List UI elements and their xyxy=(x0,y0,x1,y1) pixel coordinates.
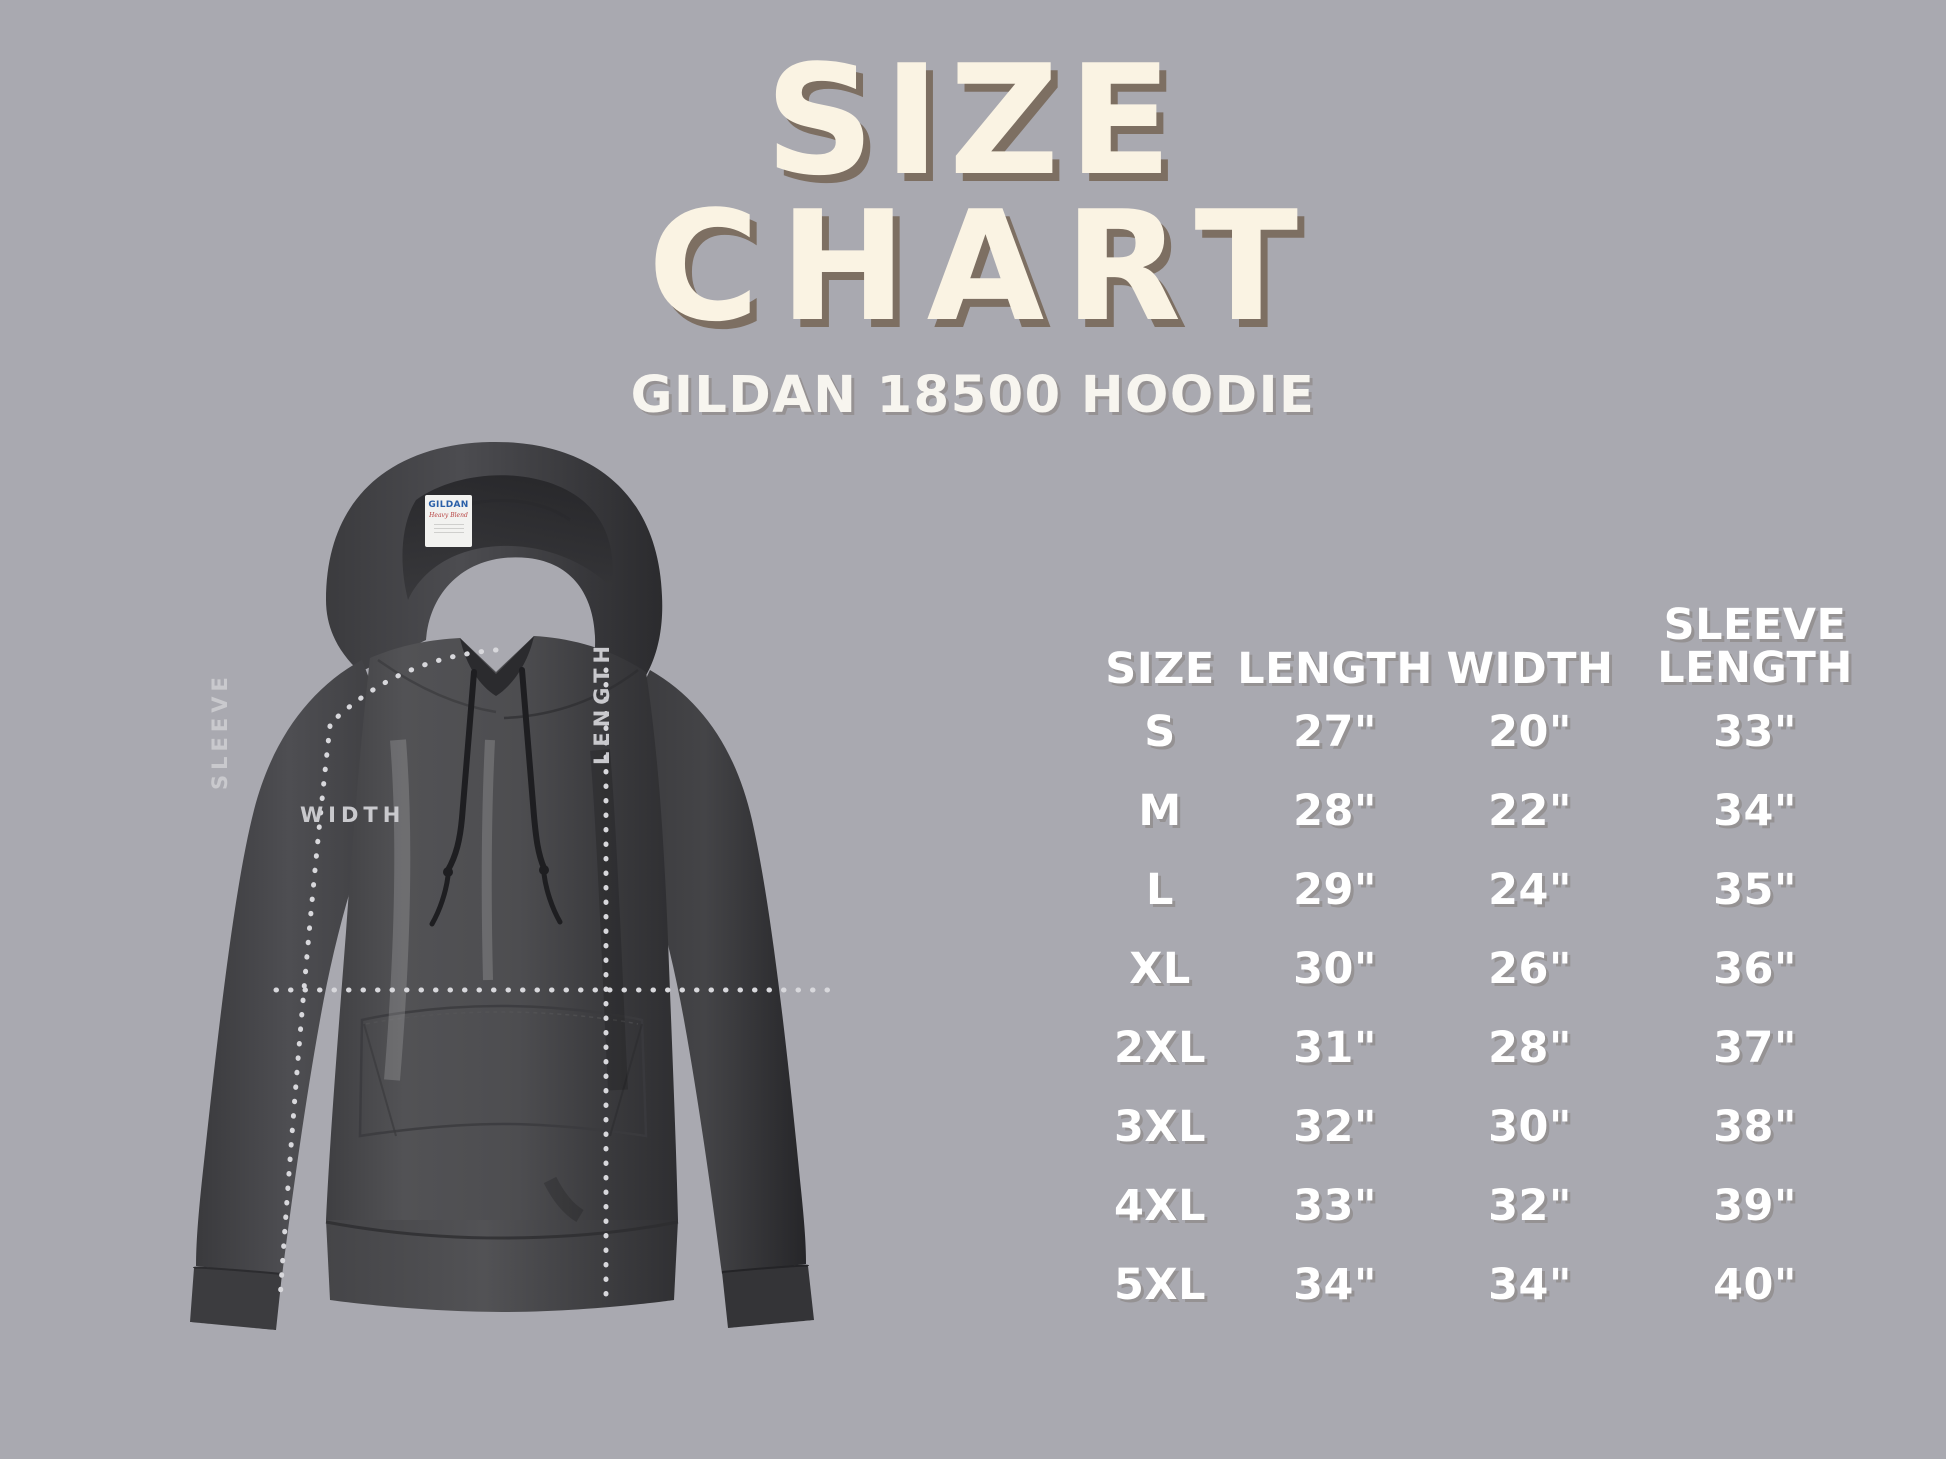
neckline xyxy=(460,636,534,696)
cell-width: 20" xyxy=(1488,706,1572,757)
cell-width: 32" xyxy=(1488,1180,1572,1231)
cell-width: 34" xyxy=(1488,1259,1572,1310)
cell-size: 3XL xyxy=(1114,1101,1206,1152)
cell-sleeve: 34" xyxy=(1713,785,1797,836)
cell-sleeve: 40" xyxy=(1713,1259,1797,1310)
cell-width: 22" xyxy=(1488,785,1572,836)
column-header-sleeve-line1: SLEEVE xyxy=(1663,600,1847,650)
cell-length: 28" xyxy=(1293,785,1377,836)
hood-shape xyxy=(326,441,663,682)
gildan-neck-label: GILDAN Heavy Blend xyxy=(425,495,472,547)
column-header-length: LENGTH xyxy=(1237,643,1433,694)
cell-sleeve: 38" xyxy=(1713,1101,1797,1152)
right-cuff-seam xyxy=(721,1264,809,1273)
cell-length: 34" xyxy=(1293,1259,1377,1310)
page-title-line1: SIZE xyxy=(764,32,1182,209)
table-row: 5XL 34" 34" 40" xyxy=(1085,1245,1885,1324)
column-header-width: WIDTH xyxy=(1446,643,1614,694)
page-subtitle: GILDAN 18500 HOODIE xyxy=(630,365,1316,425)
cell-size: 2XL xyxy=(1114,1022,1206,1073)
measurement-guides xyxy=(273,647,833,1303)
cell-size: M xyxy=(1138,785,1182,836)
pocket-topstitch xyxy=(365,1011,639,1025)
fabric-folds xyxy=(384,739,628,1223)
cell-size: 5XL xyxy=(1114,1259,1206,1310)
column-header-sleeve-length: SLEEVE LENGTH xyxy=(1625,604,1885,692)
cell-width: 28" xyxy=(1488,1022,1572,1073)
hem-seam xyxy=(325,1220,679,1240)
left-sleeve xyxy=(196,660,402,1276)
cell-length: 30" xyxy=(1293,943,1377,994)
bottom-hem xyxy=(326,1220,678,1312)
left-shoulder-seam xyxy=(377,658,497,714)
neck-label-sub: Heavy Blend xyxy=(429,512,468,519)
table-header-row: SIZE LENGTH WIDTH SLEEVE LENGTH xyxy=(1085,600,1885,692)
sleeve-guide-upper xyxy=(331,647,499,723)
table-row: XL 30" 26" 36" xyxy=(1085,929,1885,1008)
cell-sleeve: 37" xyxy=(1713,1022,1797,1073)
pocket-right-edge xyxy=(609,1023,643,1137)
page-title-line2: CHART xyxy=(647,177,1319,355)
hoodie-illustration: GILDAN Heavy Blend WIDTH LENGTH SLEEVE xyxy=(130,420,920,1380)
table-row: 2XL 31" 28" 37" xyxy=(1085,1008,1885,1087)
cell-length: 31" xyxy=(1293,1022,1377,1073)
cell-width: 26" xyxy=(1488,943,1572,994)
cell-size: XL xyxy=(1129,943,1191,994)
left-cuff xyxy=(190,1267,282,1330)
cell-size: 4XL xyxy=(1114,1180,1206,1231)
hoodie-body xyxy=(326,636,678,1220)
sleeve-guide-lower xyxy=(277,723,333,1303)
cell-sleeve: 33" xyxy=(1713,706,1797,757)
table-row: 3XL 32" 30" 38" xyxy=(1085,1087,1885,1166)
table-row: S 27" 20" 33" xyxy=(1085,692,1885,771)
cell-size: S xyxy=(1144,706,1176,757)
table-row: M 28" 22" 34" xyxy=(1085,771,1885,850)
cell-width: 30" xyxy=(1488,1101,1572,1152)
right-cuff xyxy=(722,1265,814,1328)
neck-label-carelines xyxy=(433,524,464,536)
column-header-sleeve-line2: LENGTH xyxy=(1657,643,1853,693)
cell-length: 33" xyxy=(1293,1180,1377,1231)
cell-size: L xyxy=(1146,864,1174,915)
kangaroo-pocket xyxy=(358,1004,648,1138)
drawstrings xyxy=(429,667,563,927)
cell-length: 27" xyxy=(1293,706,1377,757)
right-shoulder-seam xyxy=(503,669,639,720)
cell-length: 32" xyxy=(1293,1101,1377,1152)
cell-sleeve: 36" xyxy=(1713,943,1797,994)
cell-sleeve: 39" xyxy=(1713,1180,1797,1231)
cell-length: 29" xyxy=(1293,864,1377,915)
neck-label-brand: GILDAN xyxy=(428,500,469,510)
cell-width: 24" xyxy=(1488,864,1572,915)
column-header-size: SIZE xyxy=(1105,643,1215,694)
title-block: SIZE CHART GILDAN 18500 HOODIE xyxy=(0,32,1946,425)
cell-sleeve: 35" xyxy=(1713,864,1797,915)
table-row: L 29" 24" 35" xyxy=(1085,850,1885,929)
pocket-left-edge xyxy=(363,1023,397,1137)
hoodie-svg xyxy=(190,441,833,1330)
size-chart-table: SIZE LENGTH WIDTH SLEEVE LENGTH S 27" 20… xyxy=(1085,600,1885,1324)
table-row: 4XL 33" 32" 39" xyxy=(1085,1166,1885,1245)
